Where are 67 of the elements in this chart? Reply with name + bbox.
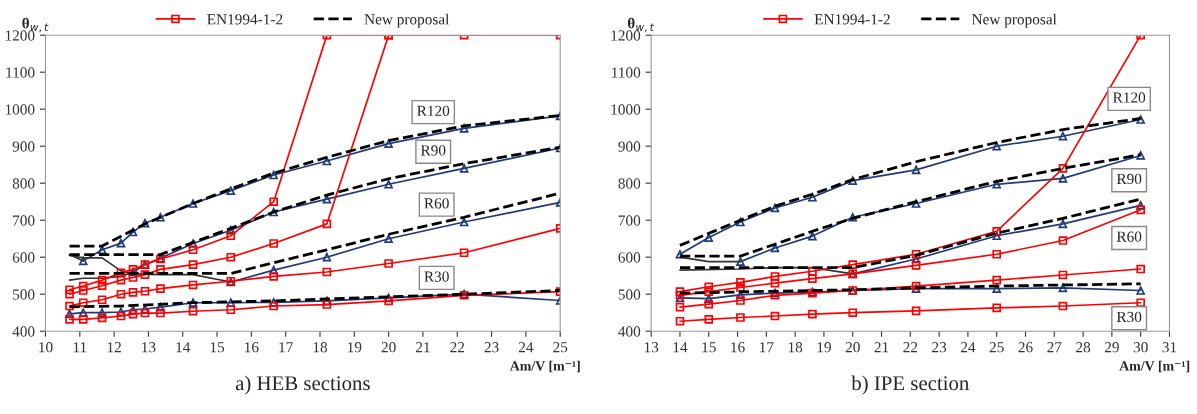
x-tick-label: 18 xyxy=(313,342,328,353)
y-tick-label: 700 xyxy=(618,215,641,226)
legend-label: New proposal xyxy=(364,13,450,28)
x-tick-label: 27 xyxy=(1047,342,1062,353)
x-tick-label: 10 xyxy=(39,342,53,353)
x-tick-label: 12 xyxy=(107,342,121,353)
y-tick-label: 500 xyxy=(618,289,641,300)
x-tick-label: 13 xyxy=(644,342,659,353)
annotation: R30 xyxy=(424,271,449,282)
legend-label: EN1994-1-2 xyxy=(207,14,283,25)
x-tick-label: 23 xyxy=(932,342,947,353)
x-tick-label: 22 xyxy=(450,342,465,353)
y-tick-label: 1000 xyxy=(611,104,641,115)
x-tick-label: 17 xyxy=(760,342,774,353)
y-tick-label: 1100 xyxy=(612,67,641,78)
x-tick-label: 31 xyxy=(1162,342,1177,353)
annotation: R30 xyxy=(1116,311,1142,323)
y-tick-label: 600 xyxy=(618,252,641,263)
y-tick-label: 400 xyxy=(12,326,35,337)
y-tick-label: 400 xyxy=(618,326,641,337)
y-tick-label: 900 xyxy=(618,141,641,152)
x-tick-label: 15 xyxy=(210,342,225,353)
x-tick-label: 25 xyxy=(553,342,568,353)
x-axis-title: Am/V [m⁻¹] xyxy=(509,360,580,373)
x-tick-label: 19 xyxy=(817,342,831,353)
legend-label: EN1994-1-2 xyxy=(814,14,890,25)
x-tick-label: 29 xyxy=(1104,342,1119,353)
annotation: R90 xyxy=(1116,173,1142,185)
annotation: R60 xyxy=(1116,231,1142,242)
x-tick-label: 24 xyxy=(518,342,534,353)
x-tick-label: 28 xyxy=(1076,342,1091,353)
x-tick-label: 30 xyxy=(1133,342,1148,353)
x-tick-label: 20 xyxy=(381,342,396,353)
y-tick-label: 800 xyxy=(618,178,641,189)
annotation: R90 xyxy=(420,145,446,156)
x-tick-label: 24 xyxy=(960,342,976,353)
x-tick-label: 21 xyxy=(874,342,889,353)
text: b) IPE section xyxy=(851,375,970,395)
x-tick-label: 18 xyxy=(788,342,803,353)
y-tick-label: 1100 xyxy=(6,67,35,78)
x-tick-label: 14 xyxy=(176,342,191,353)
x-tick-label: 22 xyxy=(903,342,918,353)
x-axis-title: Am/V [m⁻¹] xyxy=(1119,360,1190,373)
x-tick-label: 11 xyxy=(73,342,87,353)
y-tick-label: 1000 xyxy=(5,104,35,115)
y-tick-label: 500 xyxy=(13,289,35,300)
y-tick-label: 900 xyxy=(12,141,35,152)
y-tick-label: 600 xyxy=(12,252,35,263)
x-tick-label: 23 xyxy=(484,342,499,353)
y-tick-label: 800 xyxy=(12,178,35,189)
legend-label: New proposal xyxy=(972,13,1057,28)
annotation: R120 xyxy=(1113,92,1146,103)
x-tick-label: 19 xyxy=(348,342,362,353)
x-tick-label: 26 xyxy=(1018,342,1033,353)
annotation: R60 xyxy=(424,198,449,209)
x-tick-label: 17 xyxy=(279,342,293,353)
x-tick-label: 21 xyxy=(415,342,430,353)
x-tick-label: 13 xyxy=(142,342,156,353)
annotation: R120 xyxy=(417,105,450,116)
x-tick-label: 16 xyxy=(245,342,259,353)
x-tick-label: 15 xyxy=(702,342,716,353)
x-tick-label: 16 xyxy=(731,342,745,353)
y-tick-label: 700 xyxy=(13,215,35,226)
x-tick-label: 25 xyxy=(989,342,1004,353)
text: a) HEB sections xyxy=(235,375,370,395)
x-tick-label: 20 xyxy=(845,342,860,353)
x-tick-label: 14 xyxy=(673,342,688,353)
